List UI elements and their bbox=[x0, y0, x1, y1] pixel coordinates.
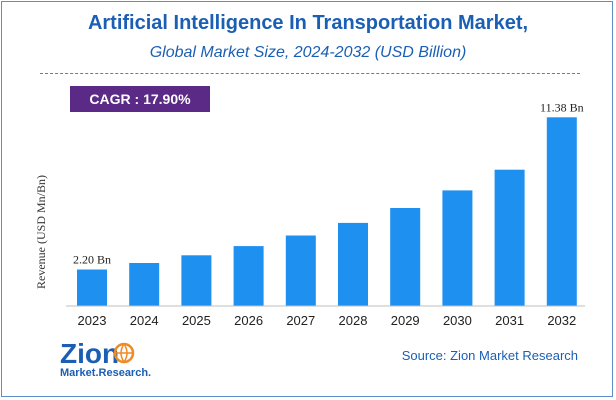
title-divider bbox=[40, 73, 580, 74]
x-tick-labels: 2023 2024 2025 2026 2027 2028 2029 2030 2031 2032 bbox=[78, 313, 577, 328]
bars-group bbox=[77, 117, 577, 306]
x-tick-label: 2029 bbox=[391, 313, 420, 328]
data-labels: 2.20 Bn 11.38 Bn bbox=[73, 100, 584, 266]
chart-subtitle: Global Market Size, 2024-2032 (USD Billi… bbox=[149, 44, 467, 61]
logo-tagline: Market.Research. bbox=[60, 367, 151, 379]
bar-2023 bbox=[77, 269, 107, 306]
bar-2030 bbox=[442, 190, 473, 306]
x-tick-label: 2026 bbox=[234, 313, 263, 328]
chart-title: Artificial Intelligence In Transportatio… bbox=[87, 12, 529, 34]
bar-2027 bbox=[285, 235, 316, 306]
bar-2031 bbox=[494, 169, 525, 306]
logo-word: Zion bbox=[60, 338, 119, 369]
x-tick-label: 2023 bbox=[78, 313, 107, 328]
x-tick-label: 2030 bbox=[443, 313, 472, 328]
y-axis-label: Revenue (USD Mn/Bn) bbox=[34, 175, 48, 289]
x-tick-label: 2025 bbox=[182, 313, 211, 328]
x-tick-label: 2027 bbox=[286, 313, 315, 328]
x-tick-label: 2032 bbox=[547, 313, 576, 328]
source-note: Source: Zion Market Research bbox=[401, 348, 578, 363]
x-tick-label: 2031 bbox=[495, 313, 524, 328]
bar-2032 bbox=[546, 117, 577, 306]
zion-logo: Zion Market.Research. bbox=[60, 338, 151, 379]
bar-2025 bbox=[181, 255, 212, 306]
logo-globe-meridian bbox=[115, 343, 133, 363]
bar-2029 bbox=[390, 208, 421, 306]
bar-2028 bbox=[338, 222, 368, 306]
data-label: 11.38 Bn bbox=[540, 100, 584, 114]
cagr-label: CAGR : 17.90% bbox=[89, 91, 191, 107]
x-tick-label: 2028 bbox=[339, 313, 368, 328]
data-label: 2.20 Bn bbox=[73, 253, 111, 267]
bar-2026 bbox=[233, 246, 264, 306]
bar-2024 bbox=[129, 263, 160, 306]
cagr-badge: CAGR : 17.90% bbox=[70, 86, 210, 112]
x-tick-label: 2024 bbox=[130, 313, 159, 328]
